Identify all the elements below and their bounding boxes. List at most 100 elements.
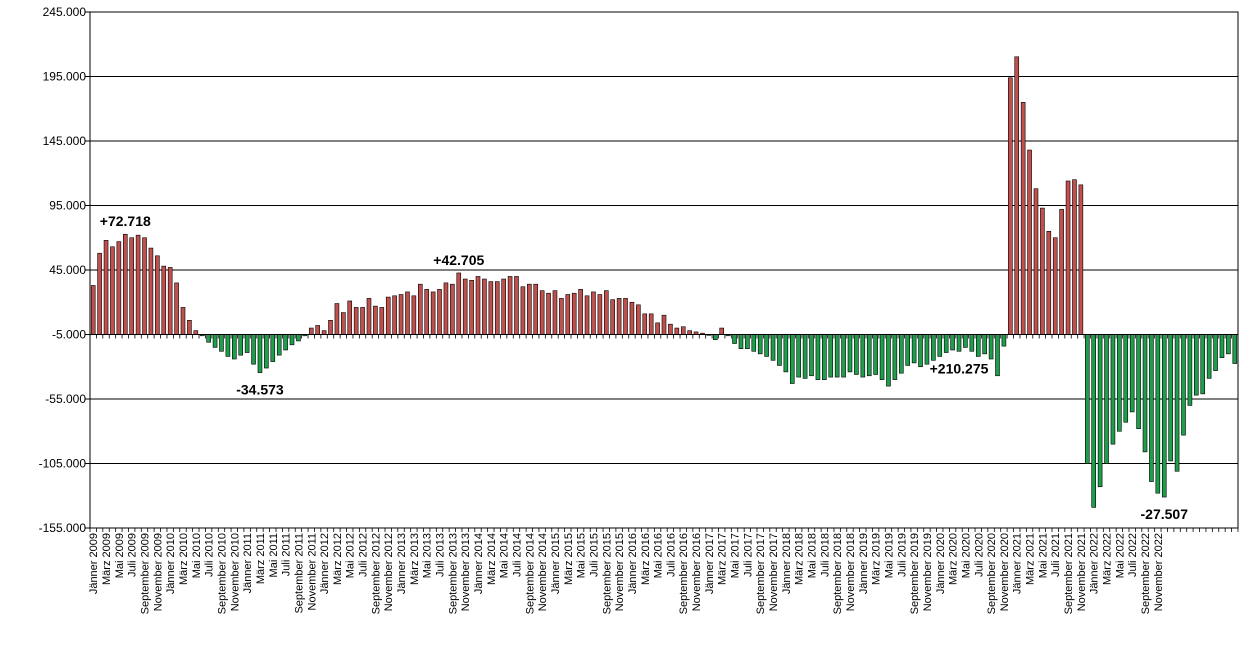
x-tick-label: Jänner 2016: [627, 533, 639, 594]
x-tick-label: November 2022: [1153, 533, 1165, 611]
x-tick-label: Juli 2011: [281, 533, 293, 576]
bar: [1008, 77, 1013, 335]
x-tick-label: September 2016: [678, 533, 690, 614]
bar: [1161, 334, 1167, 498]
bar: [328, 320, 333, 335]
x-tick-label: März 2017: [717, 533, 729, 585]
bar: [283, 334, 288, 351]
bar: [539, 290, 545, 335]
bar: [1149, 334, 1154, 482]
bar: [937, 334, 943, 357]
bar: [276, 334, 282, 356]
y-tick-label: -5.000: [52, 328, 86, 342]
x-tick-label: März 2020: [948, 533, 960, 585]
bar: [911, 334, 917, 364]
bar: [931, 334, 936, 361]
bar: [360, 307, 365, 335]
bar: [1200, 334, 1206, 395]
x-tick-label: Mai 2014: [499, 533, 511, 578]
x-tick-label: Mai 2009: [114, 533, 126, 578]
x-tick-label: Juli 2016: [665, 533, 677, 577]
bar: [450, 283, 455, 335]
bar: [738, 334, 744, 349]
bar: [1187, 334, 1193, 406]
x-tick-label: Juli 2015: [588, 533, 600, 577]
x-tick-label: September 2010: [216, 533, 228, 614]
bar: [507, 276, 513, 335]
annotations: +72.718 -34.573 +42.705 +210.275 -27.507: [100, 213, 1188, 522]
bar: [975, 334, 981, 357]
x-tick-label: Juli 2014: [511, 533, 523, 577]
bar: [167, 267, 173, 335]
bar: [392, 295, 397, 335]
bar: [430, 291, 436, 335]
bar: [559, 298, 564, 335]
y-tick-label: 195.000: [43, 70, 87, 84]
bar: [1142, 334, 1148, 453]
bar: [546, 292, 551, 335]
bar: [642, 313, 648, 335]
bar: [385, 296, 391, 335]
bar: [950, 334, 955, 351]
x-tick-label: November 2014: [537, 533, 549, 611]
x-tick-label: September 2011: [293, 533, 305, 614]
x-tick-label: Mai 2021: [1037, 533, 1049, 578]
bar: [488, 281, 494, 335]
bar: [571, 292, 577, 335]
bar: [969, 334, 975, 352]
x-tick-label: Juli 2022: [1127, 533, 1139, 577]
bar: [1213, 334, 1218, 371]
bar: [225, 334, 231, 357]
bar: [1194, 334, 1199, 396]
bar: [244, 334, 250, 353]
bar: [443, 282, 449, 335]
bar: [668, 323, 673, 335]
bar: [610, 299, 615, 335]
bar: [815, 334, 821, 380]
bar: [219, 334, 224, 352]
x-tick-label: März 2014: [486, 533, 498, 585]
x-tick-label: März 2018: [794, 533, 806, 585]
x-tick-label: Jänner 2013: [396, 533, 408, 594]
annotation-label: -34.573: [236, 382, 284, 398]
bar: [122, 233, 128, 335]
bar: [1078, 184, 1084, 335]
bar: [289, 334, 295, 346]
bar: [366, 298, 372, 335]
x-tick-label: Mai 2010: [191, 533, 203, 578]
bar: [899, 334, 904, 374]
bar: [469, 280, 474, 335]
bar: [264, 334, 269, 369]
bar: [636, 304, 641, 335]
x-tick-label: März 2016: [640, 533, 652, 585]
bar: [1136, 334, 1141, 429]
bar: [1110, 334, 1116, 445]
bar: [527, 283, 532, 335]
x-tick-label: November 2012: [383, 533, 395, 611]
x-tick-label: Juli 2019: [896, 533, 908, 577]
bar: [732, 334, 737, 344]
bar: [315, 325, 320, 335]
bar: [417, 283, 423, 335]
bar: [648, 313, 654, 335]
x-tick-label: Mai 2015: [576, 533, 588, 578]
x-tick-label: November 2019: [922, 533, 934, 611]
bar: [494, 281, 500, 335]
x-tick-label: November 2011: [306, 533, 318, 610]
x-tick-label: März 2013: [409, 533, 421, 585]
annotation-label: +210.275: [930, 360, 989, 376]
x-tick-label: Mai 2013: [422, 533, 434, 578]
bar: [1232, 334, 1238, 364]
y-axis-ticks: 245.000 195.000 145.000 95.000 45.000 -5.000 -…: [39, 5, 90, 535]
bar: [257, 334, 263, 373]
x-tick-label: Jänner 2009: [88, 533, 100, 594]
bar: [1020, 102, 1026, 335]
x-tick-label: September 2015: [601, 533, 613, 614]
bar: [578, 289, 583, 335]
x-tick-label: Jänner 2020: [935, 533, 947, 594]
y-tick-label: 145.000: [43, 134, 87, 148]
x-tick-label: Mai 2012: [345, 533, 357, 578]
bars: [90, 56, 1238, 508]
x-tick-label: März 2011: [255, 533, 267, 584]
bar: [847, 334, 853, 373]
